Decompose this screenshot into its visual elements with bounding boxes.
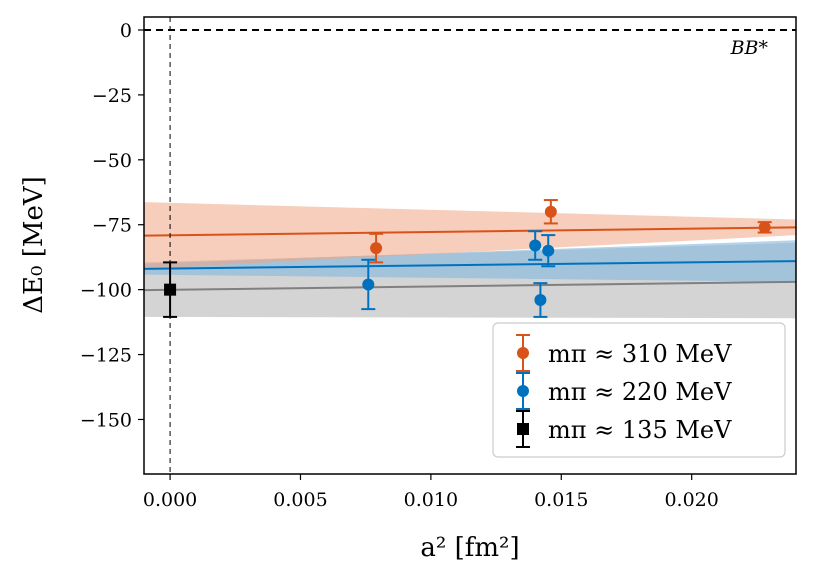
- fit-line-2: [144, 280, 796, 292]
- data-point-s0-p2: [757, 221, 772, 234]
- data-points: [163, 199, 772, 318]
- y-tick-label: −50: [92, 150, 132, 172]
- legend-entry-1: mπ ≈ 220 MeV: [516, 372, 732, 410]
- legend-label: mπ ≈ 220 MeV: [548, 378, 732, 406]
- data-point-s0-p1: [543, 199, 558, 225]
- plot-frame: [143, 16, 797, 475]
- legend-label: mπ ≈ 310 MeV: [548, 340, 732, 368]
- legend-label: mπ ≈ 135 MeV: [548, 416, 732, 444]
- data-point-s2-p0: [163, 261, 178, 318]
- data-point-s0-p0: [369, 232, 384, 264]
- data-point-s1-p2: [533, 282, 548, 318]
- data-point-s1-p0: [361, 258, 376, 311]
- y-axis: 0 −25 −50 −75 −100 −125 −150: [80, 20, 144, 431]
- fit-line-0: [144, 226, 796, 237]
- x-tick-label: 0.005: [273, 489, 327, 511]
- y-tick-label: 0: [120, 20, 132, 42]
- legend-box: [492, 322, 786, 458]
- y-axis-title: ΔE₀ [MeV]: [19, 176, 49, 314]
- band-1: [144, 240, 796, 282]
- y-tick-label: −25: [92, 85, 132, 107]
- legend-entry-2: mπ ≈ 135 MeV: [516, 410, 732, 448]
- y-tick-label: −150: [80, 409, 132, 431]
- confidence-bands: [144, 202, 796, 319]
- fit-line-1: [144, 260, 796, 270]
- y-tick-label: −100: [80, 280, 132, 302]
- band-0: [144, 202, 796, 269]
- reference-lines: [144, 17, 796, 474]
- x-axis-title: a² [fm²]: [420, 533, 519, 563]
- legend-entry-0: mπ ≈ 310 MeV: [516, 334, 732, 372]
- fit-lines: [144, 226, 796, 292]
- annotation-bb-star: BB*: [730, 37, 769, 59]
- x-tick-label: 0.010: [404, 489, 458, 511]
- legend: mπ ≈ 310 MeV mπ ≈ 220 MeV mπ ≈ 135 MeV: [492, 322, 786, 458]
- x-axis: 0.000 0.005 0.010 0.015 0.020: [143, 474, 719, 511]
- x-tick-label: 0.000: [143, 489, 197, 511]
- y-tick-label: −75: [92, 215, 132, 237]
- y-tick-label: −125: [80, 345, 132, 367]
- x-tick-label: 0.015: [534, 489, 588, 511]
- data-point-s1-p1: [528, 230, 543, 261]
- x-tick-label: 0.020: [664, 489, 718, 511]
- data-point-s1-p3: [541, 234, 556, 268]
